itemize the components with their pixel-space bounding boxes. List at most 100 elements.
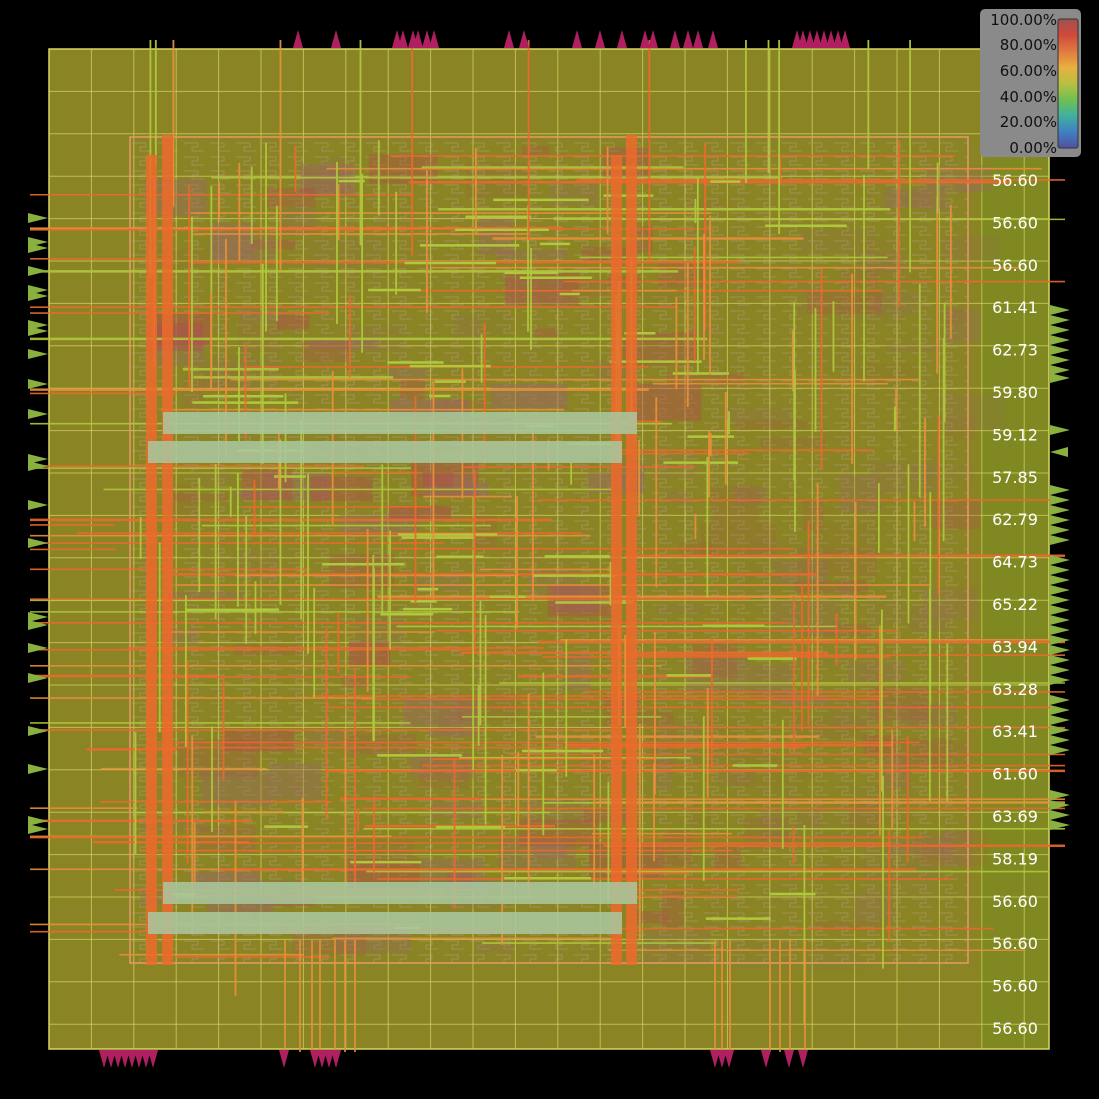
io-pin <box>134 1050 144 1068</box>
row-congestion-value: 63.94 <box>992 637 1038 656</box>
row-congestion-value: 58.19 <box>992 849 1038 868</box>
io-pin <box>28 379 48 389</box>
io-pin <box>1050 725 1070 735</box>
io-pin <box>113 1050 123 1068</box>
io-pin <box>28 461 48 471</box>
io-pin <box>1050 555 1070 565</box>
macro-block <box>148 441 622 463</box>
row-congestion-value: 64.73 <box>992 553 1038 572</box>
legend-label-20: 20.00% <box>1000 113 1057 131</box>
io-pin <box>331 30 341 48</box>
io-pin <box>617 30 627 48</box>
io-pin <box>693 30 703 48</box>
io-pin <box>28 349 48 359</box>
row-congestion-value: 56.60 <box>992 256 1038 275</box>
io-pin <box>1050 615 1070 625</box>
io-pin <box>1050 373 1070 383</box>
io-pin <box>324 1050 334 1068</box>
io-pin <box>819 30 829 48</box>
macro-block <box>163 882 637 904</box>
io-pin <box>1050 315 1070 325</box>
io-pin <box>1050 705 1070 715</box>
io-pin <box>28 538 48 548</box>
congestion-legend: 100.00% 80.00% 60.00% 40.00% 20.00% 0.00… <box>980 9 1081 157</box>
io-pin <box>1050 425 1070 435</box>
io-pin <box>761 1050 771 1068</box>
io-pin <box>28 291 48 301</box>
io-pin <box>670 30 680 48</box>
io-pin <box>28 266 48 276</box>
io-pin <box>28 326 48 336</box>
io-pin <box>1050 355 1070 365</box>
io-pin <box>120 1050 130 1068</box>
io-pin <box>293 30 303 48</box>
io-pin <box>805 30 815 48</box>
io-pin <box>798 1050 808 1068</box>
io-pin <box>28 243 48 253</box>
row-congestion-value: 61.60 <box>992 765 1038 784</box>
io-pin <box>1050 645 1070 655</box>
io-pin <box>840 30 850 48</box>
row-congestion-value: 59.12 <box>992 425 1038 444</box>
io-pin <box>141 1050 151 1068</box>
io-pin <box>28 454 48 464</box>
io-pin <box>1050 675 1070 685</box>
row-congestion-value: 56.60 <box>992 977 1038 996</box>
row-congestion-value: 63.41 <box>992 722 1038 741</box>
io-pin <box>710 1050 720 1068</box>
io-pin <box>572 30 582 48</box>
io-pin <box>279 1050 289 1068</box>
row-congestion-value: 61.41 <box>992 298 1038 317</box>
row-congestion-value: 56.60 <box>992 934 1038 953</box>
io-pin <box>1050 365 1070 375</box>
io-pin <box>1050 745 1070 755</box>
macro-block <box>148 912 622 934</box>
io-pin <box>1050 810 1070 820</box>
io-pin <box>708 30 718 48</box>
row-congestion-column: 56.60 56.60 56.60 61.41 62.73 59.80 59.12 57.85… <box>992 171 1038 1038</box>
io-pin <box>1050 800 1070 810</box>
io-pin <box>717 1050 727 1068</box>
io-pin <box>1050 585 1070 595</box>
io-pin <box>1050 305 1070 315</box>
io-pin <box>1050 655 1070 665</box>
io-pin <box>422 30 432 48</box>
row-congestion-value: 56.60 <box>992 213 1038 232</box>
macro-blocks <box>148 412 637 934</box>
io-pin <box>28 824 48 834</box>
io-pin <box>1050 325 1070 335</box>
io-pin <box>99 1050 109 1068</box>
io-pin <box>1050 485 1070 495</box>
io-pin <box>28 500 48 510</box>
io-pin <box>798 30 808 48</box>
io-pin <box>28 816 48 826</box>
io-pin <box>148 1050 158 1068</box>
macro-block <box>163 412 637 434</box>
io-pin <box>127 1050 137 1068</box>
io-pin <box>106 1050 116 1068</box>
io-pin <box>28 620 48 630</box>
io-pin <box>1050 735 1070 745</box>
legend-label-60: 60.00% <box>1000 62 1057 80</box>
io-pin <box>1050 665 1070 675</box>
io-pin <box>519 30 529 48</box>
io-pin <box>724 1050 734 1068</box>
io-pin <box>1050 505 1070 515</box>
io-pin <box>784 1050 794 1068</box>
row-congestion-value: 63.28 <box>992 680 1038 699</box>
io-pin <box>1050 715 1070 725</box>
row-congestion-value: 65.22 <box>992 595 1038 614</box>
legend-label-0: 0.00% <box>1009 139 1057 157</box>
io-pins <box>28 30 1070 1068</box>
io-pin <box>1050 790 1070 800</box>
io-pin <box>1050 635 1070 645</box>
io-pin <box>826 30 836 48</box>
io-pin <box>1050 595 1070 605</box>
io-pin <box>1050 695 1070 705</box>
io-pin <box>1050 575 1070 585</box>
row-congestion-value: 56.60 <box>992 1019 1038 1038</box>
io-pin <box>648 30 658 48</box>
legend-label-40: 40.00% <box>1000 88 1057 106</box>
row-congestion-value: 62.73 <box>992 341 1038 360</box>
row-congestion-value: 63.69 <box>992 807 1038 826</box>
